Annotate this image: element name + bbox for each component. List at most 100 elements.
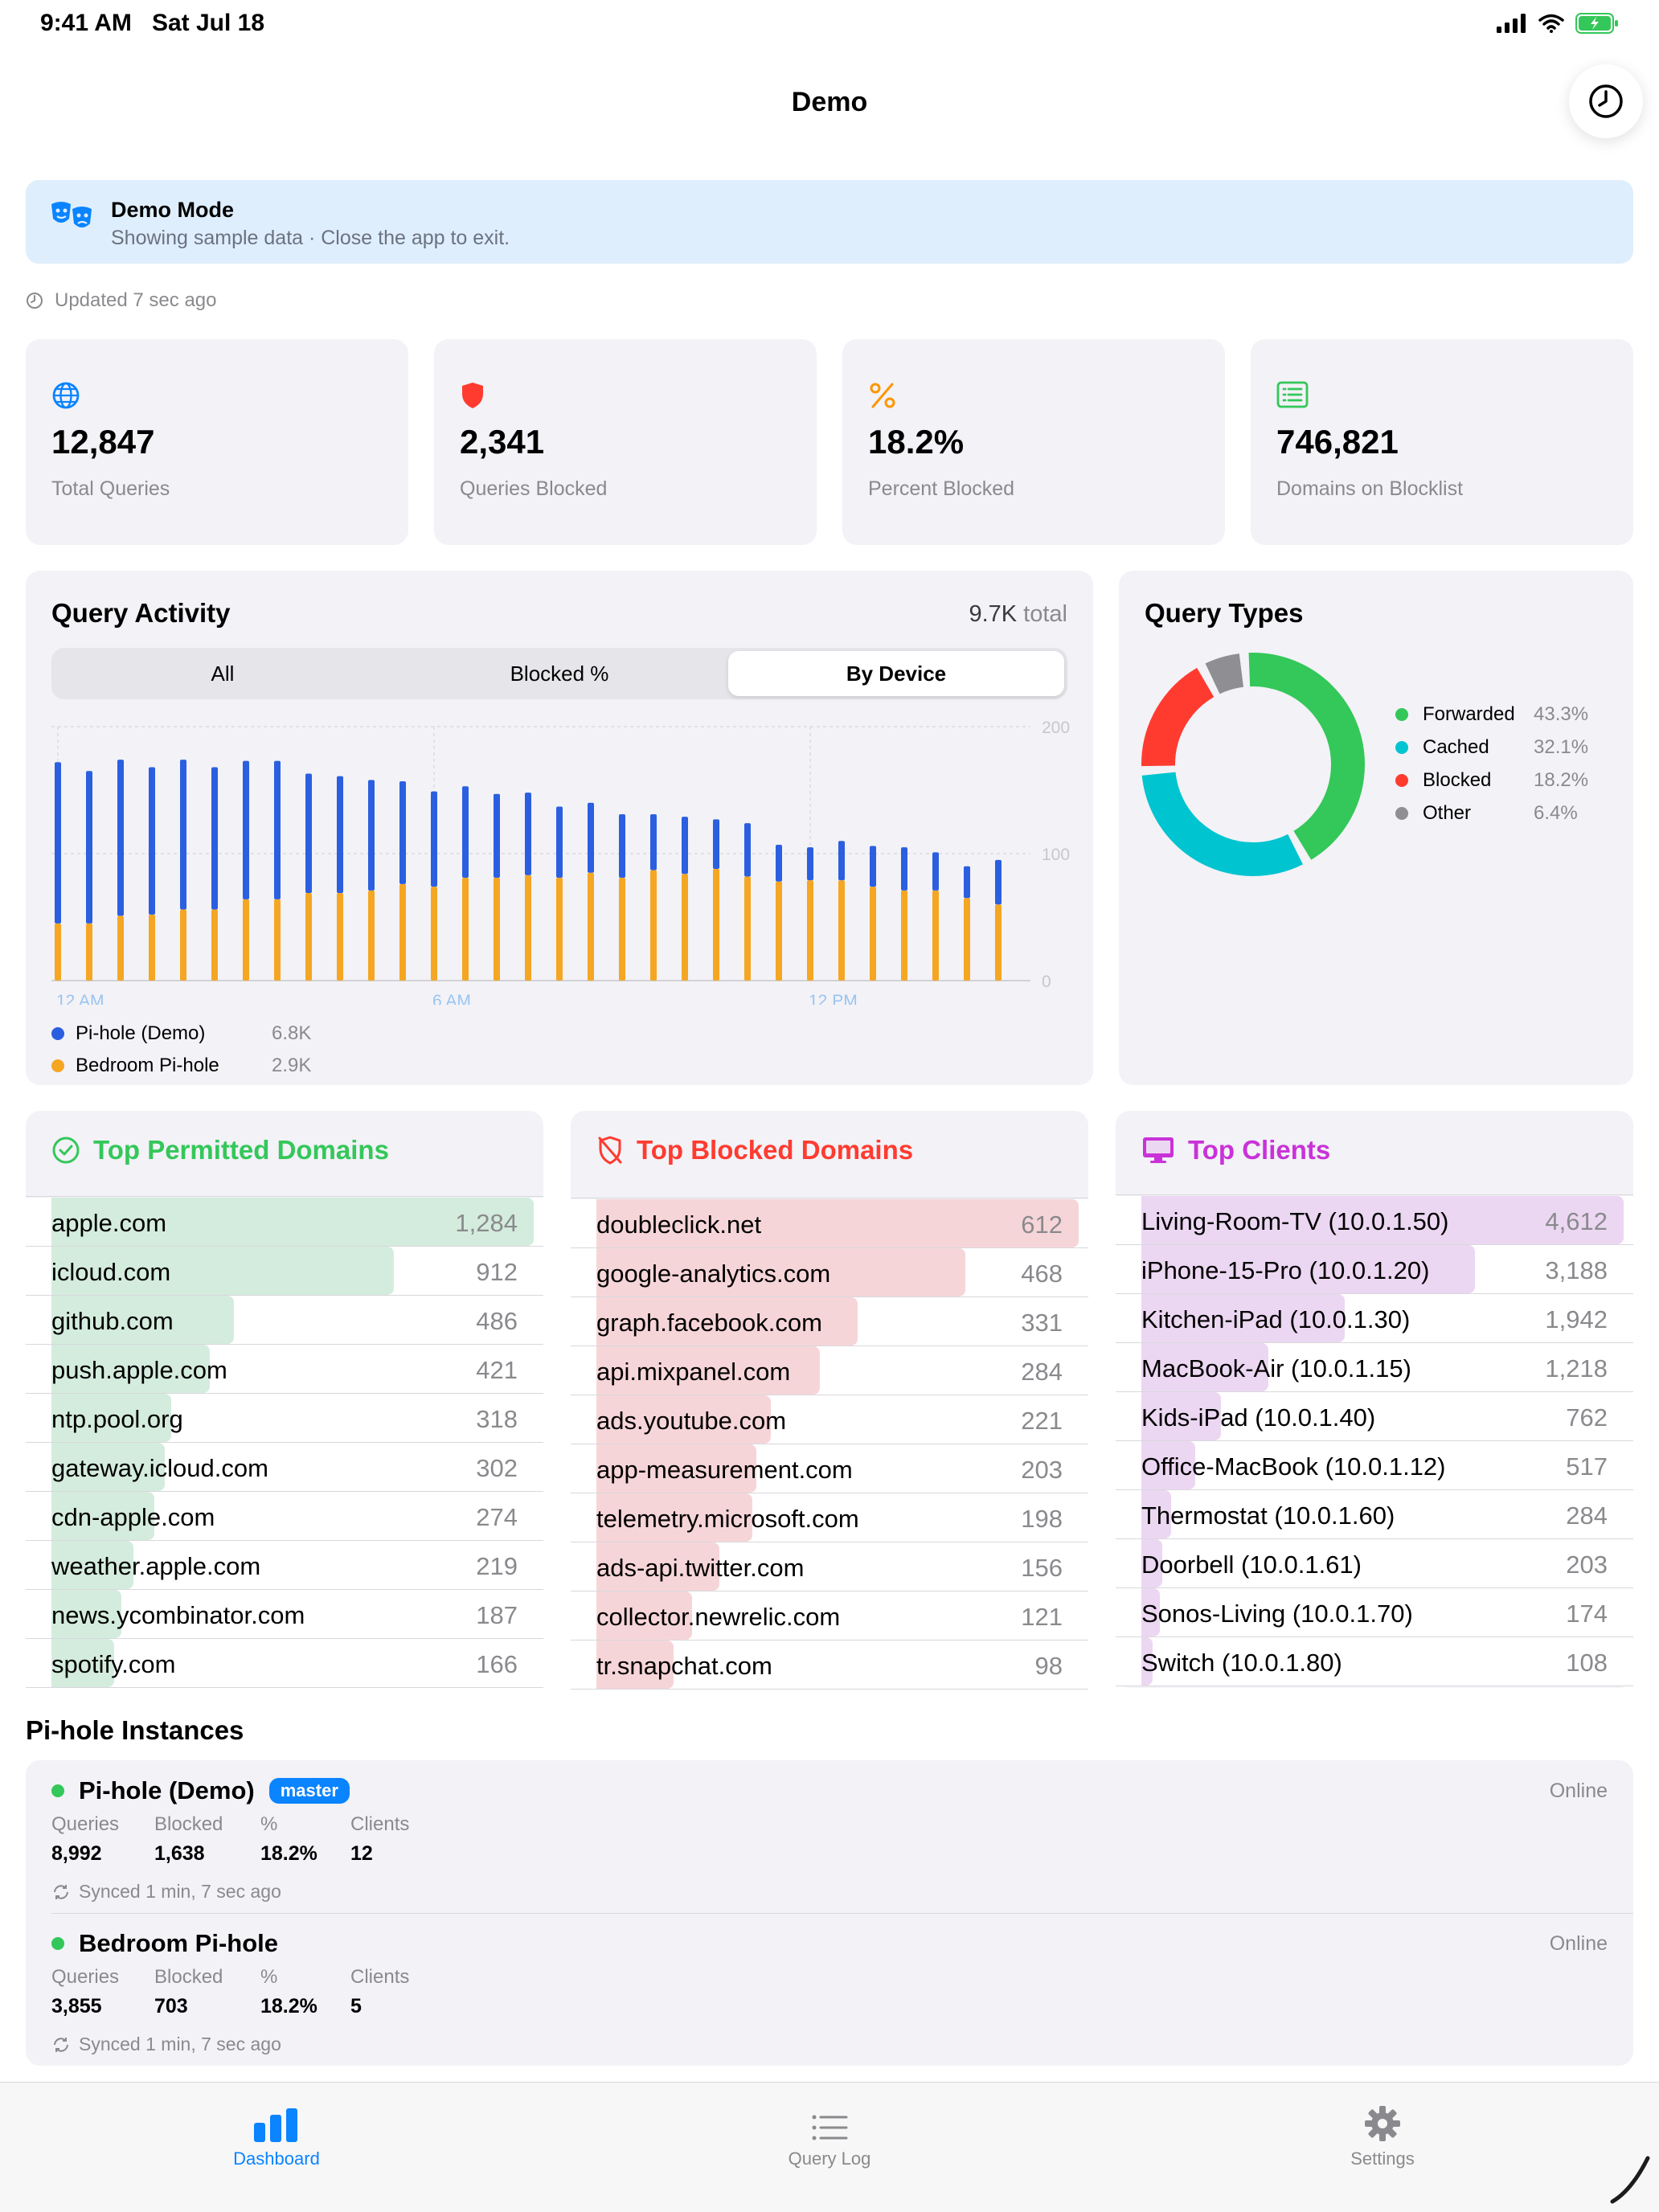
activity-segmented-control: All Blocked % By Device <box>51 648 1067 699</box>
battery-icon <box>1575 13 1618 34</box>
chart-bar <box>807 847 813 881</box>
list-item[interactable]: ntp.pool.org 318 <box>26 1394 543 1443</box>
chart-bar <box>838 880 845 981</box>
list-item[interactable]: Kids-iPad (10.0.1.40) 762 <box>1116 1392 1633 1441</box>
instances-title: Pi-hole Instances <box>26 1715 244 1745</box>
tab-settings[interactable]: Settings <box>1262 2100 1503 2169</box>
y-tick-label: 200 <box>1042 719 1070 737</box>
y-tick-label: 0 <box>1042 973 1051 991</box>
list-item[interactable]: Sonos-Living (10.0.1.70) 174 <box>1116 1588 1633 1637</box>
value-bar <box>51 1443 165 1491</box>
stat-label: Total Queries <box>51 477 170 500</box>
list-item[interactable]: doubleclick.net 612 <box>571 1199 1088 1248</box>
list-item[interactable]: spotify.com 166 <box>26 1639 543 1688</box>
instance-percent: % 18.2% <box>260 1813 317 1865</box>
list-item[interactable]: app-measurement.com 203 <box>571 1444 1088 1493</box>
list-item[interactable]: Kitchen-iPad (10.0.1.30) 1,942 <box>1116 1294 1633 1343</box>
instance-blocked: Blocked 1,638 <box>154 1813 223 1865</box>
instance-row[interactable]: Pi-hole (Demo) master Online Queries 8,99… <box>26 1760 1633 1913</box>
stat-value: 746,821 <box>1276 423 1399 461</box>
chart-bar <box>588 872 594 981</box>
chart-bar <box>305 773 312 893</box>
item-count: 121 <box>1021 1603 1063 1631</box>
list-item[interactable]: weather.apple.com 219 <box>26 1541 543 1590</box>
tab-query-log[interactable]: Query Log <box>709 2100 950 2169</box>
instance-row[interactable]: Bedroom Pi-hole Online Queries 3,855 Bloc… <box>26 1913 1633 2066</box>
value-bar <box>1141 1588 1160 1636</box>
item-count: 187 <box>476 1601 518 1629</box>
query-activity-chart: 0 100 200 12 AM 6 AM 12 PM <box>51 719 1070 1005</box>
list-item[interactable]: collector.newrelic.com 121 <box>571 1591 1088 1641</box>
item-name: push.apple.com <box>51 1356 227 1384</box>
percent-icon <box>870 383 895 408</box>
item-count: 4,612 <box>1545 1207 1608 1235</box>
list-item[interactable]: gateway.icloud.com 302 <box>26 1443 543 1492</box>
item-count: 203 <box>1566 1550 1608 1579</box>
list-item[interactable]: news.ycombinator.com 187 <box>26 1590 543 1639</box>
chart-bar <box>180 909 186 981</box>
top-blocked-card: Top Blocked Domains doubleclick.net 612 go… <box>571 1111 1088 1690</box>
value-bar <box>51 1247 394 1295</box>
value-bar <box>51 1590 121 1638</box>
item-count: 174 <box>1566 1600 1608 1628</box>
list-item[interactable]: Switch (10.0.1.80) 108 <box>1116 1637 1633 1686</box>
list-item[interactable]: Thermostat (10.0.1.60) 284 <box>1116 1490 1633 1539</box>
list-item[interactable]: tr.snapchat.com 98 <box>571 1641 1088 1690</box>
item-name: apple.com <box>51 1209 167 1237</box>
value-bar <box>51 1541 133 1589</box>
instance-status: Online <box>1549 1780 1608 1802</box>
list-icon <box>1276 381 1309 408</box>
value-bar <box>596 1199 1079 1247</box>
list-item[interactable]: Living-Room-TV (10.0.1.50) 4,612 <box>1116 1196 1633 1245</box>
value-bar <box>1141 1245 1475 1293</box>
chart-bar <box>117 760 124 916</box>
history-button[interactable] <box>1569 64 1643 138</box>
legend-cached: Cached 32.1% <box>1395 731 1588 764</box>
query-activity-title: Query Activity <box>51 598 231 628</box>
legend-dot <box>1395 806 1408 820</box>
chart-bar <box>337 776 343 893</box>
item-count: 98 <box>1034 1652 1063 1680</box>
chart-bar <box>870 846 876 887</box>
item-name: news.ycombinator.com <box>51 1601 305 1629</box>
checkmark-circle-icon <box>52 1137 80 1164</box>
list-item[interactable]: cdn-apple.com 274 <box>26 1492 543 1541</box>
donut-slice <box>1141 653 1365 876</box>
segment-all[interactable]: All <box>211 661 235 686</box>
value-bar <box>1141 1539 1162 1587</box>
legend-forwarded: Forwarded 43.3% <box>1395 698 1588 731</box>
instance-name: Pi-hole (Demo) master <box>51 1776 350 1805</box>
chart-bar <box>368 780 375 891</box>
top-permitted-list: apple.com 1,284 icloud.com 912 github.com 486… <box>26 1198 543 1688</box>
query-types-donut <box>1141 653 1365 876</box>
list-item[interactable]: telemetry.microsoft.com 198 <box>571 1493 1088 1542</box>
list-item[interactable]: Doorbell (10.0.1.61) 203 <box>1116 1539 1633 1588</box>
legend-other: Other 6.4% <box>1395 797 1588 830</box>
list-item[interactable]: graph.facebook.com 331 <box>571 1297 1088 1346</box>
list-item[interactable]: api.mixpanel.com 284 <box>571 1346 1088 1395</box>
item-name: MacBook-Air (10.0.1.15) <box>1141 1354 1411 1382</box>
list-item[interactable]: apple.com 1,284 <box>26 1198 543 1247</box>
segment-by-device[interactable]: By Device <box>728 651 1064 696</box>
list-item[interactable]: google-analytics.com 468 <box>571 1248 1088 1297</box>
chart-bar <box>399 883 406 981</box>
item-name: Kitchen-iPad (10.0.1.30) <box>1141 1305 1411 1333</box>
list-item[interactable]: ads-api.twitter.com 156 <box>571 1542 1088 1591</box>
list-item[interactable]: push.apple.com 421 <box>26 1345 543 1394</box>
tab-dashboard[interactable]: Dashboard <box>156 2100 397 2169</box>
stat-card-domains-blocklist: 746,821 Domains on Blocklist <box>1251 339 1633 545</box>
list-item[interactable]: ads.youtube.com 221 <box>571 1395 1088 1444</box>
top-clients-card: Top Clients Living-Room-TV (10.0.1.50) 4,… <box>1116 1111 1633 1688</box>
list-item[interactable]: MacBook-Air (10.0.1.15) 1,218 <box>1116 1343 1633 1392</box>
list-item[interactable]: icloud.com 912 <box>26 1247 543 1296</box>
item-name: ads.youtube.com <box>596 1407 787 1435</box>
list-item[interactable]: github.com 486 <box>26 1296 543 1345</box>
segment-blocked-percent[interactable]: Blocked % <box>510 661 609 686</box>
instance-percent: % 18.2% <box>260 1966 317 2017</box>
chart-bar <box>274 760 281 899</box>
list-item[interactable]: Office-MacBook (10.0.1.12) 517 <box>1116 1441 1633 1490</box>
chart-bar <box>86 771 92 924</box>
list-item[interactable]: iPhone-15-Pro (10.0.1.20) 3,188 <box>1116 1245 1633 1294</box>
bar-chart-icon <box>254 2108 297 2142</box>
stat-value: 2,341 <box>460 423 545 461</box>
